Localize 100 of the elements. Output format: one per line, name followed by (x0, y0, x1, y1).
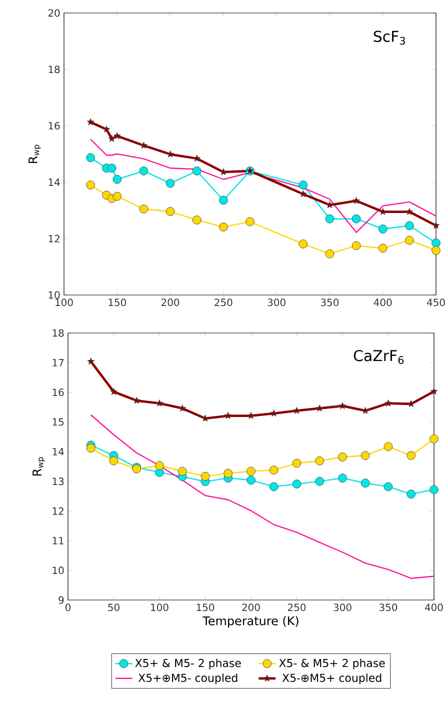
x-tick-label: 50 (108, 604, 120, 612)
point (352, 214, 361, 224)
point (338, 452, 347, 462)
point (293, 406, 300, 414)
point (246, 466, 256, 476)
point (269, 482, 278, 492)
point (360, 478, 370, 488)
point (338, 474, 347, 483)
point (407, 400, 415, 408)
point (298, 180, 308, 190)
y-tick-label: 10 (52, 566, 64, 574)
point (292, 480, 302, 488)
point (432, 222, 440, 229)
point (269, 466, 278, 474)
point (299, 190, 307, 198)
point (315, 476, 324, 486)
y-tick-label: 11 (52, 537, 64, 544)
point (113, 132, 121, 140)
y-tick-label: 12 (52, 507, 64, 515)
point (166, 207, 175, 216)
point (406, 208, 414, 215)
point (378, 244, 388, 253)
x-tick-label: 350 (380, 604, 398, 612)
y-tick-label: 14 (52, 448, 64, 456)
y-tick-label: 12 (48, 234, 60, 242)
x-tick-label: 100 (56, 298, 73, 306)
point (360, 451, 370, 460)
y-tick-label: 9 (58, 596, 64, 604)
point (86, 444, 96, 453)
point (192, 166, 202, 176)
point (112, 192, 122, 201)
point (325, 214, 334, 224)
point (432, 246, 440, 255)
point (220, 168, 228, 176)
x-tick-label: 400 (374, 298, 392, 306)
point (432, 238, 440, 248)
point (202, 414, 209, 422)
legend-label: X5- & M5+ 2 phase (279, 658, 385, 670)
x-tick-label: 200 (162, 298, 180, 306)
point (326, 201, 334, 208)
line-series (90, 138, 436, 233)
point (247, 412, 255, 419)
point (298, 240, 308, 248)
point (193, 154, 201, 162)
point (155, 461, 164, 470)
x-tick-label: 250 (214, 298, 232, 306)
y-tick-label: 10 (48, 291, 60, 299)
y-axis-title: R$_{wp}$ (32, 457, 45, 476)
point (218, 196, 228, 205)
point (430, 388, 438, 395)
x-tick-label: 200 (242, 604, 260, 612)
point (108, 134, 116, 142)
point (102, 126, 110, 133)
x-tick-label: 300 (268, 298, 286, 306)
x-tick-label: 400 (424, 604, 443, 612)
point (86, 118, 94, 126)
line-series (90, 414, 434, 579)
point (178, 466, 187, 476)
point (166, 178, 175, 188)
point (178, 404, 186, 412)
point (406, 451, 416, 460)
point (378, 224, 388, 234)
point (379, 208, 387, 215)
x-tick-label: 150 (108, 298, 126, 306)
x-tick-label: 450 (426, 298, 445, 306)
x-tick-label: 350 (320, 298, 339, 306)
point (246, 217, 254, 226)
point (384, 399, 392, 406)
x-axis-title: Temperature (K) (202, 616, 298, 628)
y-tick-label: 16 (48, 122, 60, 130)
point (166, 150, 174, 158)
point (315, 456, 324, 466)
legend-label: X5+⊕M5- coupled (138, 673, 238, 684)
point (109, 456, 118, 466)
point (86, 180, 96, 190)
point (140, 142, 148, 149)
y-tick-label: 16 (52, 388, 64, 396)
point (270, 410, 278, 417)
point (87, 358, 95, 365)
point (316, 404, 324, 412)
x-tick-label: 300 (334, 604, 352, 612)
point (338, 402, 346, 410)
point (156, 399, 164, 406)
y-tick-label: 17 (52, 359, 64, 366)
y-tick-label: 20 (48, 9, 60, 17)
point (384, 482, 393, 492)
point (218, 222, 228, 232)
x-tick-label: 250 (288, 604, 306, 612)
y-tick-label: 13 (52, 478, 64, 486)
point (430, 434, 438, 444)
x-tick-label: 150 (196, 604, 214, 612)
annotation: CaZrF$_{6}$ (354, 350, 404, 364)
point (107, 164, 116, 173)
point (200, 472, 210, 481)
point (292, 458, 302, 468)
y-tick-label: 18 (52, 329, 64, 337)
x-tick-label: 0 (65, 604, 71, 612)
point (352, 241, 361, 250)
point (404, 221, 414, 230)
point (404, 236, 414, 245)
